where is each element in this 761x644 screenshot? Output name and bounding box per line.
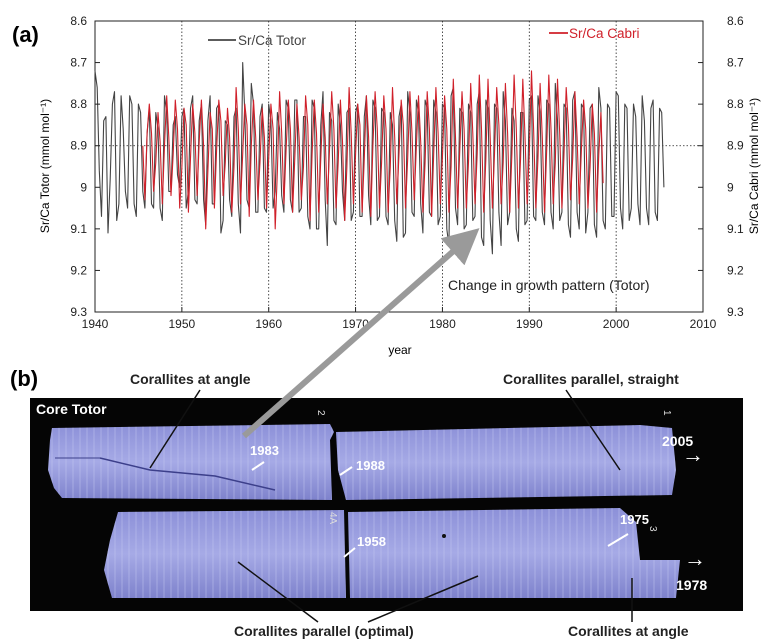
core-segment-1-bands	[336, 425, 676, 500]
x-tick-label-1980: 1980	[429, 317, 456, 331]
callout-corallites-at-angle-bottom: Corallites at angle	[568, 623, 689, 639]
year-tick-1975	[607, 533, 629, 547]
core-segment-2-bands	[48, 424, 334, 500]
year-label-1988: 1988	[356, 458, 385, 473]
leader-corallites-parallel-optimal-left	[237, 561, 319, 623]
y-tick-label-left-6: 9.2	[70, 263, 87, 277]
section-label-2: 2	[315, 410, 326, 416]
section-label-1: 1	[661, 410, 672, 416]
y-tick-label-right-5: 9.1	[727, 222, 744, 236]
y-tick-label-right-4: 9	[727, 180, 734, 194]
annotation-growth-pattern: Change in growth pattern (Totor)	[448, 277, 650, 293]
x-tick-label-2010: 2010	[690, 317, 717, 331]
y-tick-label-left-3: 8.9	[70, 139, 87, 153]
series-lines	[94, 62, 665, 255]
callout-corallites-parallel-optimal: Corallites parallel (optimal)	[234, 623, 414, 639]
year-label-1978: 1978	[676, 577, 707, 593]
year-tick-1958	[343, 547, 356, 558]
core-label: Core Totor	[36, 401, 107, 417]
core-segment-4a-bands	[104, 510, 346, 598]
year-tick-1983	[251, 461, 265, 471]
y-tick-label-left-2: 8.8	[70, 97, 87, 111]
x-axis-label: year	[388, 343, 411, 357]
arrow-photo-to-chart	[242, 228, 480, 439]
gridlines	[181, 21, 617, 312]
arrow-right-icon-2005: →	[682, 442, 704, 467]
callout-corallites-parallel-straight: Corallites parallel, straight	[503, 371, 679, 387]
year-label-1983: 1983	[250, 443, 279, 458]
y-tick-label-left-0: 8.6	[70, 14, 87, 28]
x-tick-label-1940: 1940	[82, 317, 109, 331]
leader-corallites-parallel-optimal-right	[367, 575, 479, 623]
section-label-3: 3	[647, 526, 658, 532]
panel-label-b: (b)	[10, 366, 38, 391]
y-tick-label-right-2: 8.8	[727, 97, 744, 111]
y-axis-right: 8.6 8.7 8.8 8.9 9 9.1 9.2 9.3	[698, 14, 744, 319]
x-tick-label-1960: 1960	[255, 317, 282, 331]
core-segment-3-bands	[348, 508, 680, 598]
core-crack	[99, 457, 276, 491]
leader-corallites-at-angle-top	[149, 389, 201, 469]
series-line-sr-ca-cabri	[142, 70, 604, 230]
y-tick-label-right-6: 9.2	[727, 263, 744, 277]
y-tick-label-left-1: 8.7	[70, 56, 87, 70]
callout-corallites-at-angle-top: Corallites at angle	[130, 371, 251, 387]
year-tick-1988	[339, 466, 353, 476]
x-tick-label-2000: 2000	[603, 317, 630, 331]
year-label-1975: 1975	[620, 512, 649, 527]
y-tick-label-right-3: 8.9	[727, 139, 744, 153]
y-tick-label-left-4: 9	[80, 180, 87, 194]
plot-frame	[94, 20, 704, 313]
legend-label-totor: Sr/Ca Totor	[238, 33, 307, 48]
chart: 1940 1950 1960 1970 1980 1990 2000 2010 8.68.78…	[38, 14, 761, 357]
core-mark	[442, 534, 446, 538]
y-axis-left-label: Sr/Ca Totor (mmol mol⁻¹)	[38, 99, 52, 233]
panel-label-a: (a)	[12, 22, 39, 47]
y-tick-label-right-0: 8.6	[727, 14, 744, 28]
y-tick-label-left-5: 9.1	[70, 222, 87, 236]
arrow-right-icon-1978: →	[684, 546, 706, 571]
x-tick-label-1950: 1950	[169, 317, 196, 331]
y-tick-label-right-7: 9.3	[727, 305, 744, 319]
y-tick-label-right-1: 8.7	[727, 56, 744, 70]
legend-label-cabri: Sr/Ca Cabri	[569, 26, 640, 41]
x-axis: 1940 1950 1960 1970 1980 1990 2000 2010	[82, 307, 717, 331]
leader-corallites-parallel-straight	[565, 389, 621, 471]
section-label-4a: 4A	[327, 512, 338, 525]
y-axis-right-label: Sr/Ca Cabri (mmol mol⁻¹)	[747, 98, 761, 234]
y-axis-left: 8.6 8.7 8.8 8.9 9 9.1 9.2 9.3	[70, 14, 100, 319]
series-line-sr-ca-totor	[94, 62, 665, 255]
y-tick-label-left-7: 9.3	[70, 305, 87, 319]
x-tick-label-1990: 1990	[516, 317, 543, 331]
year-label-1958: 1958	[357, 534, 386, 549]
year-label-2005: 2005	[662, 433, 693, 449]
core-photo: 2 1 4A 3 Core Totor 1983 1988 2005 → 195…	[30, 398, 743, 611]
